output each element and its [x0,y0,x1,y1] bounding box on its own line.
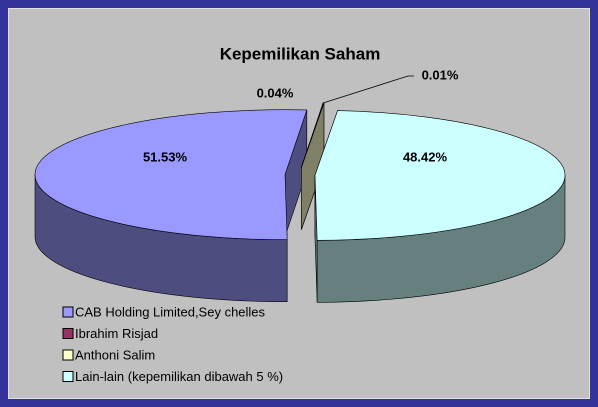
legend-label: Lain-lain (kepemilikan dibawah 5 %) [75,369,283,384]
legend-swatch [62,349,74,361]
legend-swatch [62,306,74,318]
pie-tops [34,102,566,241]
data-label: 0.04% [257,85,294,100]
legend-label: Ibrahim Risjad [75,326,158,341]
legend-label: CAB Holding Limited,Sey chelles [75,304,266,319]
chart-title: Kepemilikan Saham [220,44,381,63]
data-label: 0.01% [422,67,459,82]
legend-label: Anthoni Salim [75,347,155,362]
leader-line [323,75,414,104]
data-label: 51.53% [143,149,188,164]
slice [34,109,308,241]
legend-swatch [62,371,74,382]
slice [314,110,566,241]
legend-swatch [62,328,74,339]
data-label: 48.42% [403,149,448,164]
